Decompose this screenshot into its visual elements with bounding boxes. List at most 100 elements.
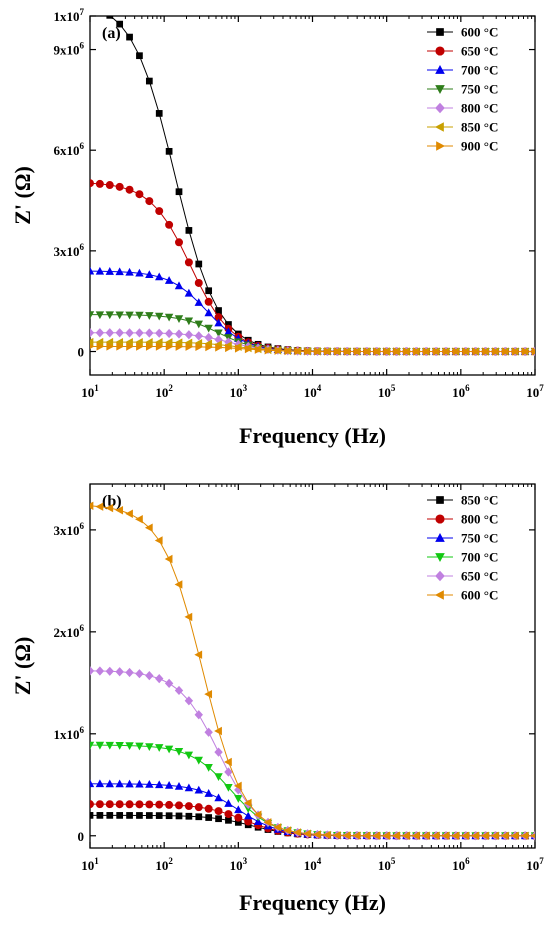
data-point <box>135 311 144 320</box>
data-point <box>205 342 214 352</box>
data-point <box>283 826 292 835</box>
data-point <box>155 328 164 338</box>
data-point <box>442 347 451 356</box>
data-point <box>174 685 184 696</box>
data-point <box>195 260 203 268</box>
x-axis-title: Frequency (Hz) <box>239 890 386 915</box>
data-point <box>174 281 184 290</box>
data-point <box>174 329 184 339</box>
data-point <box>204 297 213 306</box>
data-point <box>462 347 471 356</box>
data-point <box>115 267 124 276</box>
data-point <box>164 313 174 322</box>
data-point <box>155 800 164 809</box>
y-tick-label: 2x106 <box>54 623 85 640</box>
data-point <box>164 554 173 564</box>
data-point <box>194 650 203 659</box>
data-point <box>105 181 114 190</box>
data-point <box>95 179 104 188</box>
data-point <box>224 799 233 807</box>
data-point <box>87 2 94 9</box>
data-point <box>95 311 105 320</box>
data-point <box>234 819 242 826</box>
data-point <box>96 342 105 351</box>
data-point <box>224 810 233 819</box>
data-point <box>412 347 421 356</box>
data-point <box>432 347 441 356</box>
legend-label: 800 °C <box>461 101 498 116</box>
data-point <box>125 509 133 518</box>
data-point <box>184 288 194 297</box>
legend-label: 700 °C <box>461 550 498 565</box>
series-650C <box>90 666 535 841</box>
data-point <box>90 337 94 347</box>
data-point <box>106 16 114 19</box>
data-point <box>125 267 134 276</box>
data-point <box>264 346 273 355</box>
data-point <box>353 347 362 356</box>
x-tick-label: 107 <box>526 383 544 400</box>
data-point <box>116 342 125 351</box>
legend: 600 °C 650 °C 700 °C 750 °C 800 °C 850 °C 900 … <box>427 25 498 154</box>
data-point <box>125 742 134 751</box>
data-point <box>194 785 203 794</box>
data-point <box>402 831 410 840</box>
data-point <box>233 781 242 791</box>
data-point <box>126 33 133 41</box>
data-point <box>205 814 213 821</box>
data-point <box>510 831 519 840</box>
data-point <box>90 501 94 511</box>
data-point <box>403 347 411 356</box>
data-point <box>263 818 272 827</box>
data-point <box>145 779 154 788</box>
data-point <box>194 710 203 720</box>
data-point <box>441 831 450 840</box>
data-point <box>214 747 223 757</box>
series-line <box>90 345 535 353</box>
data-point <box>452 347 461 356</box>
data-point <box>382 831 391 840</box>
data-point <box>184 338 193 347</box>
data-point <box>244 344 253 354</box>
data-point <box>215 343 223 352</box>
data-point <box>481 831 489 840</box>
data-point <box>174 580 183 589</box>
data-point <box>144 523 153 532</box>
data-point <box>106 342 115 351</box>
data-point <box>125 779 134 788</box>
data-point <box>155 744 164 752</box>
data-point <box>145 328 154 338</box>
data-point <box>155 780 164 789</box>
data-point <box>343 347 352 356</box>
data-point <box>451 831 460 840</box>
data-point <box>194 756 203 765</box>
data-point <box>393 347 401 356</box>
data-point <box>421 831 430 840</box>
data-point <box>174 315 184 323</box>
legend-marker <box>435 102 445 114</box>
data-point <box>215 815 222 823</box>
data-point <box>243 798 252 808</box>
data-point <box>90 741 95 750</box>
data-point <box>194 278 203 287</box>
legend-marker <box>435 46 445 56</box>
y-axis-title: Z' (Ω) <box>10 637 35 696</box>
data-point <box>215 307 222 314</box>
legend-label: 900 °C <box>461 139 498 154</box>
data-point <box>214 329 223 338</box>
data-point <box>105 311 114 320</box>
data-point <box>244 817 253 826</box>
data-point <box>145 743 154 751</box>
series-700C <box>90 741 535 841</box>
data-point <box>461 831 470 840</box>
data-point <box>145 197 154 206</box>
data-point <box>204 324 213 333</box>
data-point <box>214 793 223 802</box>
legend-marker <box>435 570 445 582</box>
data-point <box>342 831 351 840</box>
x-tick-label: 103 <box>230 383 248 400</box>
data-point <box>125 328 134 338</box>
legend-label: 700 °C <box>461 63 498 78</box>
data-point <box>491 831 499 840</box>
data-point <box>165 800 174 809</box>
